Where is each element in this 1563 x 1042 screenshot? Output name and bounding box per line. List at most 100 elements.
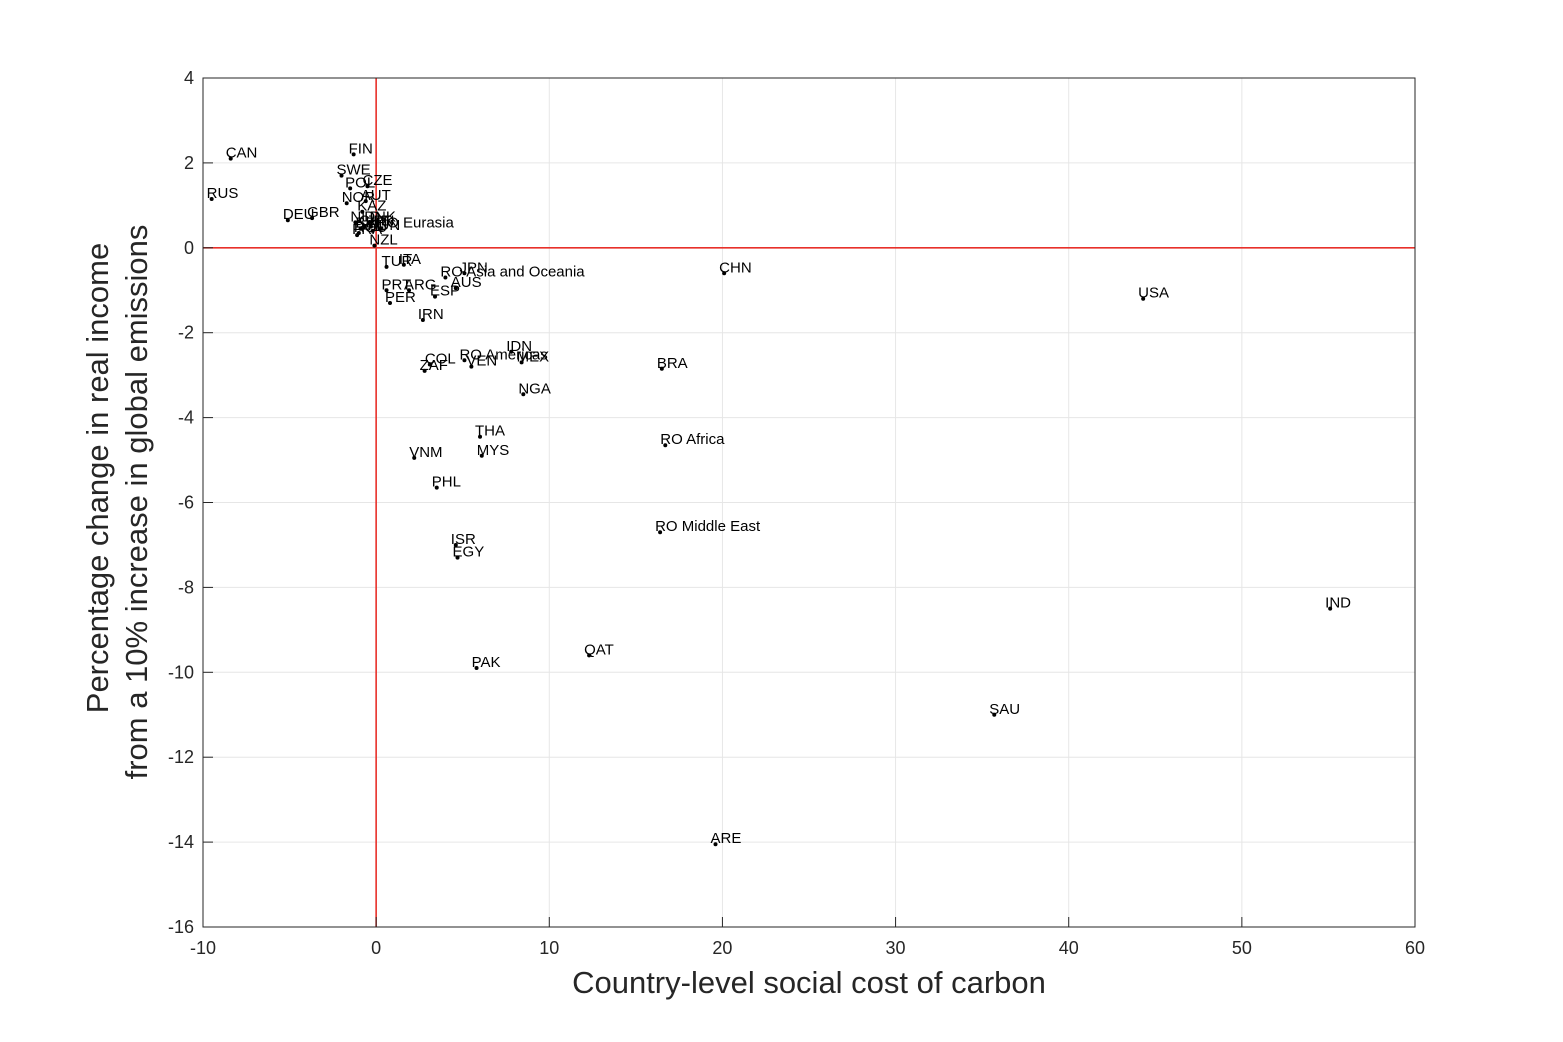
data-point: [360, 209, 365, 214]
x-tick-label: 50: [1232, 938, 1252, 958]
data-point: [355, 233, 360, 238]
point-label: FIN: [349, 140, 373, 157]
y-tick-label: 2: [184, 153, 194, 173]
point-label: CHE: [359, 213, 391, 230]
data-point: [1328, 606, 1333, 611]
point-label: ESP: [430, 283, 460, 300]
data-point: [370, 228, 375, 233]
point-label: PHL: [432, 474, 461, 491]
data-point: [479, 453, 484, 458]
x-tick-label: -10: [190, 938, 216, 958]
data-point: [228, 156, 233, 161]
data-point: [368, 224, 373, 229]
data-point: [344, 201, 349, 206]
data-point: [658, 530, 663, 535]
point-label: ROU: [354, 219, 387, 236]
data-point: [387, 300, 392, 305]
x-axis-title: Country-level social cost of carbon: [572, 965, 1046, 1000]
data-point: [412, 455, 417, 460]
point-label: AUS: [451, 274, 482, 291]
point-label: USA: [1138, 285, 1169, 302]
data-point: [401, 262, 406, 267]
y-tick-label: -12: [168, 747, 194, 767]
data-point: [310, 216, 315, 221]
point-label: SAU: [989, 701, 1020, 718]
data-point: [521, 392, 526, 397]
data-point: [348, 186, 353, 191]
point-label: SWE: [337, 162, 371, 179]
data-point: [407, 288, 412, 293]
reference-lines: [203, 78, 1415, 927]
point-label: VEN: [466, 353, 497, 370]
data-point: [469, 364, 474, 369]
point-label: JPN: [459, 259, 487, 276]
point-label: QAT: [584, 641, 614, 658]
point-label: MYS: [477, 442, 510, 459]
data-point: [427, 362, 432, 367]
point-label: CZE: [362, 172, 392, 189]
data-point: [367, 220, 372, 225]
point-label: JPN: [366, 213, 394, 230]
point-label: VNM: [409, 444, 442, 461]
point-label: ARG: [404, 276, 437, 293]
point-label: IRN: [418, 306, 444, 323]
data-point: [209, 196, 214, 201]
data-point: [384, 264, 389, 269]
point-label: RO Asia and Oceania: [440, 264, 585, 281]
data-point: [358, 226, 363, 231]
data-point: [285, 218, 290, 223]
data-point: [462, 271, 467, 276]
point-label: IDN: [506, 338, 532, 355]
data-point: [422, 368, 427, 373]
y-axis-title-line-1: Percentage change in real income: [80, 243, 115, 713]
data-point: [587, 653, 592, 658]
point-label: COL: [425, 351, 456, 368]
data-point: [384, 288, 389, 293]
y-tick-label: -6: [178, 493, 194, 513]
point-label: NZL: [369, 232, 397, 249]
y-tick-label: -4: [178, 408, 194, 428]
point-label: PRT: [382, 276, 412, 293]
point-label: EGY: [453, 544, 485, 561]
data-point: [713, 842, 718, 847]
x-tick-label: 30: [886, 938, 906, 958]
data-point: [992, 712, 997, 717]
data-point: [443, 275, 448, 280]
point-label: CHN: [719, 259, 752, 276]
point-label: ISR: [451, 531, 476, 548]
x-tick-label: 10: [539, 938, 559, 958]
data-point: [363, 199, 368, 204]
point-label: ZAF: [420, 357, 448, 374]
point-label: NGA: [518, 380, 551, 397]
point-label: ARE: [711, 830, 742, 847]
data-point: [1141, 296, 1146, 301]
data-point: [353, 220, 358, 225]
x-tick-label: 40: [1059, 938, 1079, 958]
data-point: [509, 349, 514, 354]
data-point: [365, 184, 370, 189]
x-tick-label: 20: [712, 938, 732, 958]
data-point: [478, 434, 483, 439]
point-label: PER: [385, 289, 416, 306]
point-label: DNK: [364, 208, 396, 225]
data-point: [351, 152, 356, 157]
point-label: HUN: [368, 217, 401, 234]
point-label: IND: [1325, 595, 1351, 612]
point-label: CAN: [226, 145, 258, 162]
point-label: BRA: [657, 355, 688, 372]
y-tick-label: -8: [178, 577, 194, 597]
y-tick-label: 0: [184, 238, 194, 258]
data-point: [462, 358, 467, 363]
point-label: NLD: [350, 208, 380, 225]
x-tick-label: 0: [371, 938, 381, 958]
data-point: [453, 286, 458, 291]
data-point: [663, 443, 668, 448]
data-point: [474, 666, 479, 671]
data-point: [379, 226, 384, 231]
point-label: FRA: [352, 221, 382, 238]
point-label: RO Eurasia: [376, 215, 454, 232]
point-label: KAZ: [357, 198, 386, 215]
data-point: [433, 294, 438, 299]
